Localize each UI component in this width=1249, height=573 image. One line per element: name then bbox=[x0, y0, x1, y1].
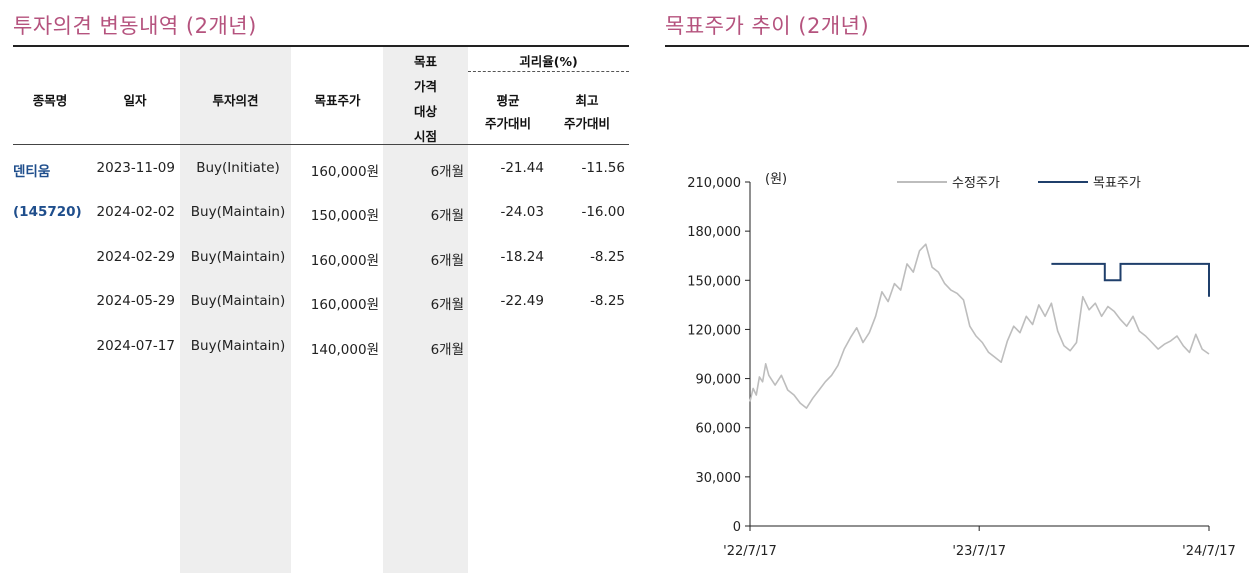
header-period-line: 가격 bbox=[413, 79, 437, 94]
unit-label: (원) bbox=[765, 172, 787, 187]
row-target: 140,000원 bbox=[310, 342, 379, 358]
row-max: -8.25 bbox=[590, 249, 625, 265]
x-tick-label: '23/7/17 bbox=[952, 544, 1006, 559]
title-divider bbox=[13, 45, 629, 47]
row-opinion: Buy(Maintain) bbox=[190, 338, 286, 354]
row-opinion: Buy(Maintain) bbox=[190, 249, 286, 265]
header-period-line: 목표 bbox=[413, 54, 437, 69]
header-stock-name: 종목명 bbox=[32, 93, 68, 108]
header-period-line: 시점 bbox=[413, 129, 437, 144]
adjusted-price-line bbox=[749, 243, 1210, 409]
row-date: 2024-02-02 bbox=[96, 204, 175, 220]
y-tick-label: 180,000 bbox=[687, 225, 741, 240]
row-period: 6개월 bbox=[430, 297, 464, 313]
row-date: 2023-11-09 bbox=[96, 160, 175, 176]
header-bottom-rule bbox=[13, 144, 629, 145]
target-price-line bbox=[1051, 262, 1210, 297]
row-date: 2024-02-29 bbox=[96, 249, 175, 265]
header-max-sub: 주가대비 bbox=[563, 116, 610, 131]
row-opinion: Buy(Initiate) bbox=[196, 160, 280, 176]
header-avg: 평균 bbox=[496, 93, 520, 108]
row-avg: -22.49 bbox=[500, 293, 544, 309]
row-avg: -21.44 bbox=[500, 160, 544, 176]
x-tick-label: '24/7/17 bbox=[1182, 544, 1236, 559]
row-avg: -24.03 bbox=[500, 204, 544, 220]
y-tick-label: 0 bbox=[733, 520, 741, 535]
stock-code: (145720) bbox=[13, 204, 82, 220]
row-target: 160,000원 bbox=[310, 164, 379, 180]
row-target: 160,000원 bbox=[310, 253, 379, 269]
y-tick-label: 60,000 bbox=[696, 422, 742, 437]
y-tick-label: 30,000 bbox=[696, 471, 742, 486]
target-price-trend-title: 목표주가 추이 (2개년) bbox=[665, 14, 870, 38]
row-avg: -18.24 bbox=[500, 249, 544, 265]
row-target: 150,000원 bbox=[310, 208, 379, 224]
legend-target-price: 목표주가 bbox=[1093, 176, 1141, 191]
y-tick-label: 150,000 bbox=[687, 274, 741, 289]
y-tick-label: 210,000 bbox=[687, 176, 741, 191]
target-price-chart: 0 30,000 60,000 90,000 120,000 150,000 180,000… bbox=[687, 172, 1236, 559]
y-tick-label: 120,000 bbox=[687, 323, 741, 338]
row-max: -16.00 bbox=[581, 204, 625, 220]
header-dashed-divider bbox=[468, 71, 629, 72]
row-target: 160,000원 bbox=[310, 297, 379, 313]
opinion-history-title: 투자의견 변동내역 (2개년) bbox=[13, 14, 257, 38]
title-divider bbox=[665, 45, 1249, 47]
row-period: 6개월 bbox=[430, 208, 464, 224]
row-opinion: Buy(Maintain) bbox=[190, 204, 286, 220]
x-tick-label: '22/7/17 bbox=[723, 544, 777, 559]
header-date: 일자 bbox=[123, 93, 147, 108]
row-period: 6개월 bbox=[430, 253, 464, 269]
header-period-line: 대상 bbox=[413, 104, 437, 119]
period-column-shade bbox=[383, 47, 468, 573]
header-target-price: 목표주가 bbox=[314, 93, 361, 108]
stock-name: 덴티움 bbox=[13, 164, 51, 180]
header-opinion: 투자의견 bbox=[212, 93, 259, 108]
row-period: 6개월 bbox=[430, 164, 464, 180]
legend-adjusted-price: 수정주가 bbox=[952, 176, 1000, 191]
y-tick-label: 90,000 bbox=[696, 373, 742, 388]
header-avg-sub: 주가대비 bbox=[484, 116, 531, 131]
row-opinion: Buy(Maintain) bbox=[190, 293, 286, 309]
row-date: 2024-05-29 bbox=[96, 293, 175, 309]
header-max: 최고 bbox=[575, 93, 599, 108]
row-max: -11.56 bbox=[581, 160, 625, 176]
row-date: 2024-07-17 bbox=[96, 338, 175, 354]
row-period: 6개월 bbox=[430, 342, 464, 358]
row-max: -8.25 bbox=[590, 293, 625, 309]
opinion-column-shade bbox=[180, 47, 291, 573]
header-disparity: 괴리율(%) bbox=[519, 54, 578, 69]
